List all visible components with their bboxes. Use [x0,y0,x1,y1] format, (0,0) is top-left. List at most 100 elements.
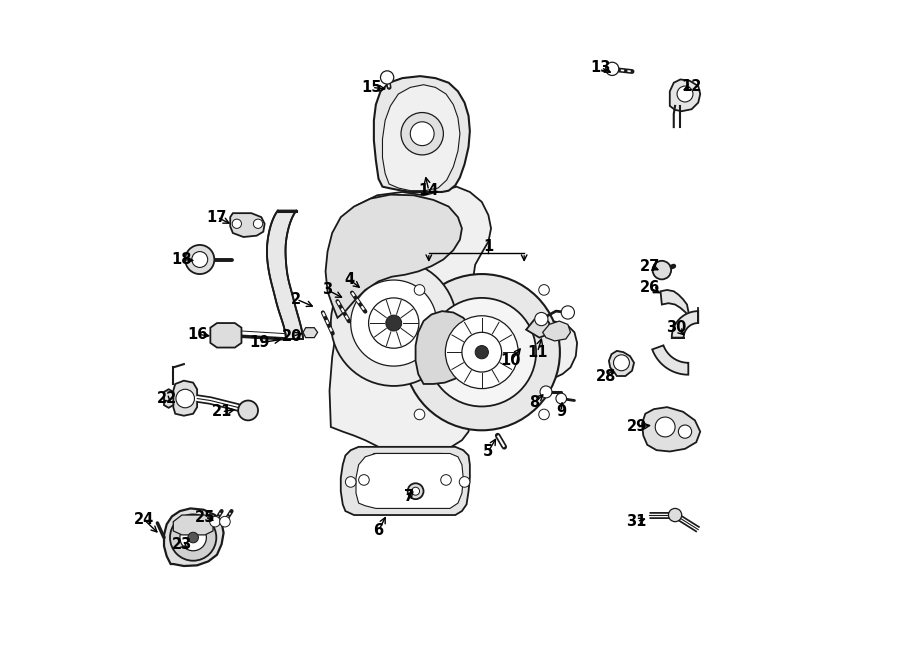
Circle shape [540,386,552,398]
Circle shape [192,252,208,267]
Circle shape [411,487,419,495]
Text: 10: 10 [500,354,521,368]
Polygon shape [367,453,449,502]
Polygon shape [303,328,318,338]
Circle shape [539,285,549,295]
Circle shape [238,401,258,420]
Circle shape [562,306,574,319]
Polygon shape [671,311,698,338]
Circle shape [677,86,693,102]
Text: 16: 16 [187,327,207,342]
Text: 26: 26 [640,281,660,295]
Polygon shape [174,515,213,535]
Text: 20: 20 [283,329,302,344]
Circle shape [346,477,356,487]
Circle shape [220,516,230,527]
Polygon shape [329,187,577,453]
Text: 2: 2 [292,292,302,307]
Polygon shape [526,316,549,338]
Circle shape [404,274,560,430]
Polygon shape [382,85,460,191]
Text: 18: 18 [172,252,192,267]
Circle shape [556,393,566,404]
Polygon shape [356,449,454,511]
Circle shape [679,425,691,438]
Circle shape [232,219,241,228]
Circle shape [441,475,451,485]
Circle shape [614,355,629,371]
Polygon shape [211,323,241,348]
Text: 27: 27 [640,259,660,273]
Polygon shape [230,213,265,237]
Text: 8: 8 [529,395,540,410]
Circle shape [180,524,206,551]
Circle shape [188,532,198,543]
Circle shape [185,245,214,274]
Circle shape [170,514,216,561]
Circle shape [606,62,619,75]
Circle shape [408,483,424,499]
Text: 15: 15 [362,80,382,95]
Circle shape [351,280,436,366]
Polygon shape [609,351,634,376]
Text: 21: 21 [212,404,232,419]
Text: 1: 1 [483,239,493,254]
Text: 5: 5 [483,444,493,459]
Text: 31: 31 [626,514,647,529]
Circle shape [459,477,470,487]
Polygon shape [164,389,174,408]
Circle shape [652,261,671,279]
Circle shape [414,285,425,295]
Circle shape [386,315,401,331]
Circle shape [358,475,369,485]
Text: 23: 23 [172,537,192,551]
Circle shape [331,260,456,386]
Text: 7: 7 [404,489,414,504]
Circle shape [655,417,675,437]
Polygon shape [670,79,700,111]
Text: 4: 4 [345,272,355,287]
Circle shape [254,219,263,228]
Circle shape [446,316,518,389]
Circle shape [669,508,681,522]
Circle shape [410,122,434,146]
Polygon shape [416,311,473,384]
Text: 14: 14 [418,183,439,198]
Polygon shape [267,211,303,339]
Circle shape [414,409,425,420]
Polygon shape [341,447,470,515]
Circle shape [539,409,549,420]
Text: 6: 6 [374,524,383,538]
Polygon shape [661,290,689,318]
Circle shape [381,71,393,84]
Polygon shape [543,321,571,341]
Text: 19: 19 [249,336,269,350]
Text: 11: 11 [527,345,547,359]
Polygon shape [356,453,464,508]
Text: 29: 29 [626,420,647,434]
Polygon shape [164,508,223,566]
Text: 25: 25 [195,510,215,525]
Polygon shape [652,346,688,375]
Circle shape [535,312,548,326]
Circle shape [428,298,536,406]
Circle shape [462,332,501,372]
Text: 12: 12 [681,79,702,93]
Polygon shape [174,381,197,416]
Text: 28: 28 [596,369,616,383]
Text: 9: 9 [556,404,566,419]
Text: 22: 22 [157,391,176,406]
Circle shape [369,298,419,348]
Text: 3: 3 [322,283,333,297]
Polygon shape [326,195,462,318]
Text: 30: 30 [666,320,687,335]
Text: 13: 13 [590,60,611,75]
Circle shape [401,113,444,155]
Circle shape [210,516,220,527]
Circle shape [475,346,489,359]
Text: 17: 17 [207,210,227,224]
Text: 24: 24 [134,512,154,527]
Polygon shape [374,76,470,192]
Circle shape [176,389,194,408]
Polygon shape [642,407,700,451]
